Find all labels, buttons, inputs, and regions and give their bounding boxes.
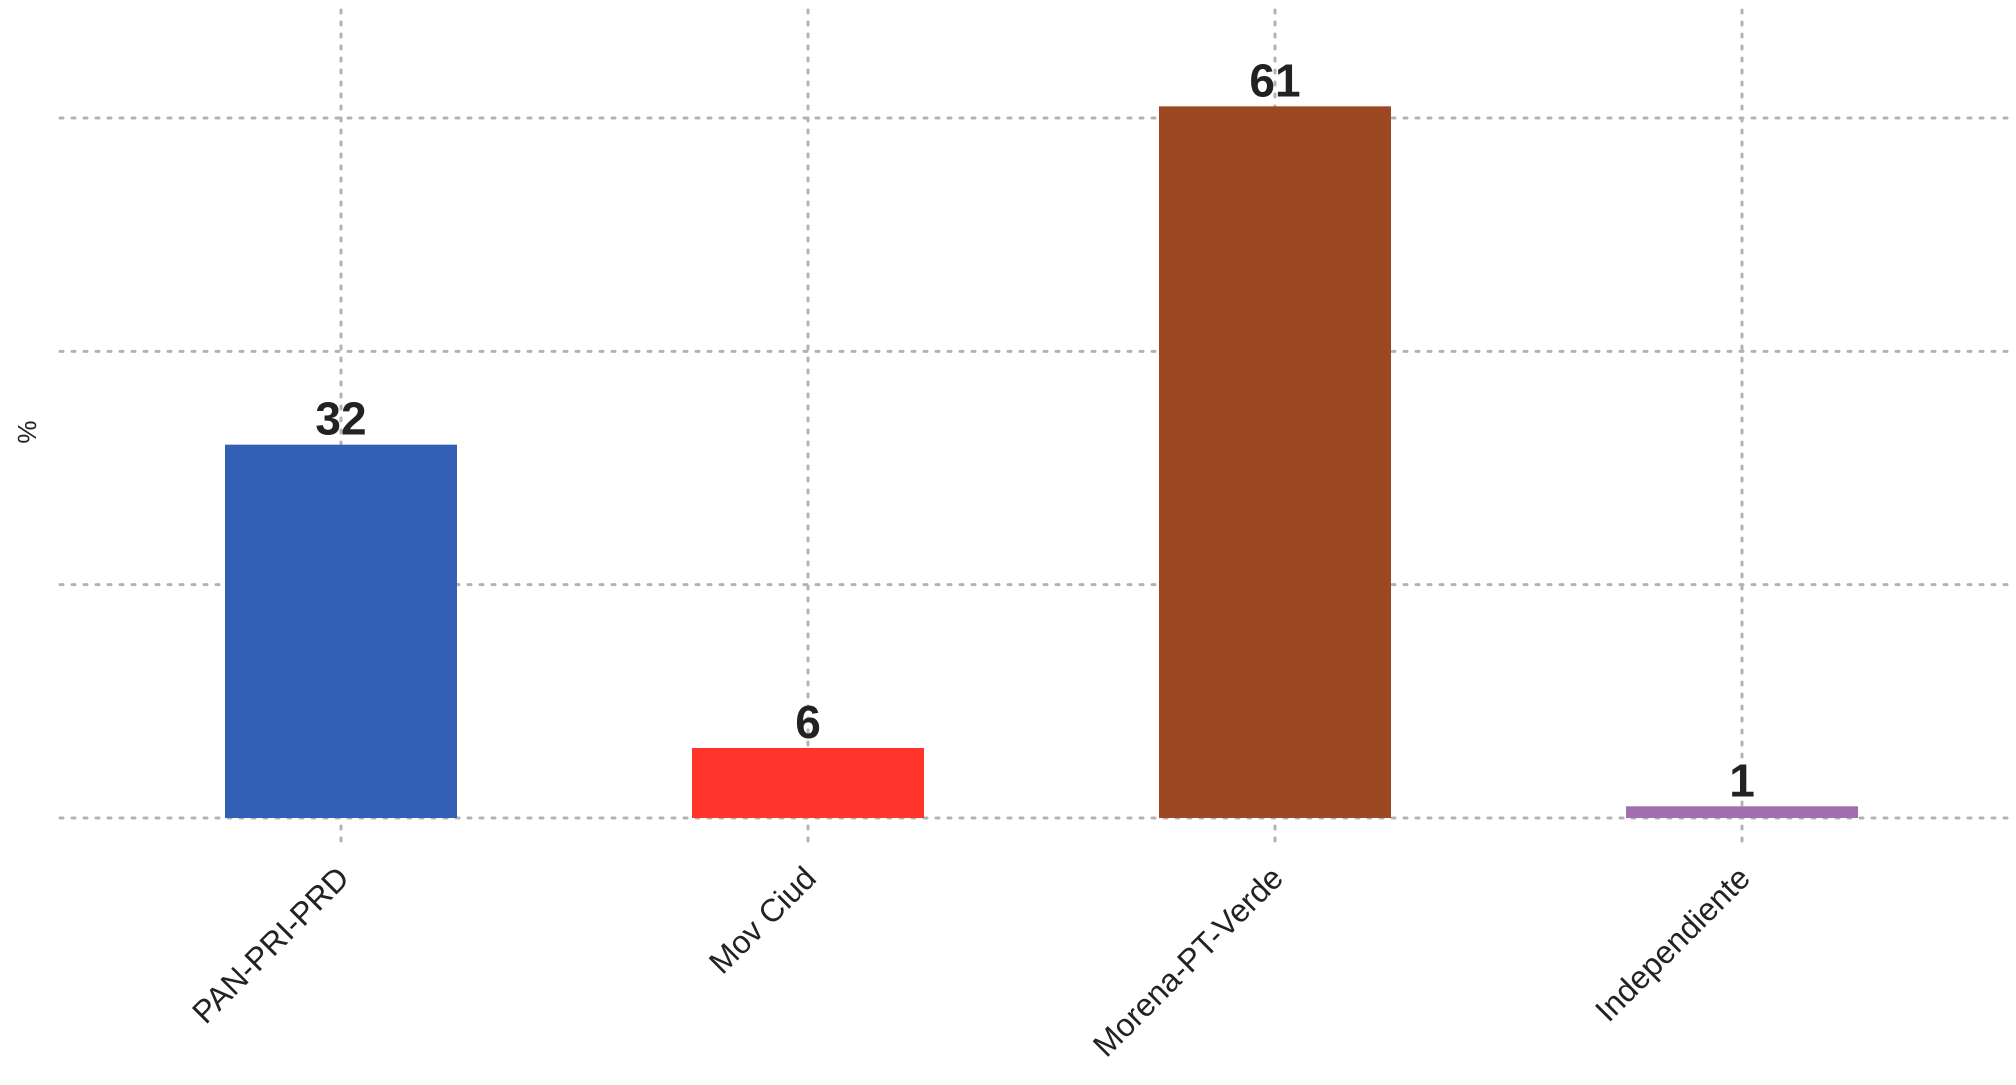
value-label-3: 1	[1729, 754, 1755, 806]
x-tick-label-1: Mov Ciud	[702, 859, 823, 980]
bars-group	[225, 106, 1858, 819]
x-tick-label-0: PAN-PRI-PRD	[185, 859, 356, 1030]
bar-independiente	[1626, 806, 1858, 818]
x-tick-labels-group: PAN-PRI-PRD Mov Ciud Morena-PT-Verde Indepe…	[185, 859, 1757, 1063]
y-axis-label: %	[12, 420, 42, 443]
x-tick-label-3: Independiente	[1588, 859, 1757, 1028]
value-label-0: 32	[315, 393, 366, 445]
x-tick-label-2: Morena-PT-Verde	[1086, 859, 1290, 1063]
vertical-gridlines	[339, 8, 1744, 852]
value-labels-group: 32 6 61 1	[315, 54, 1754, 806]
bar-morena-pt-verde	[1159, 106, 1391, 819]
bar-mov-ciud	[692, 748, 924, 818]
value-label-2: 61	[1249, 54, 1300, 106]
bar-pan-pri-prd	[225, 444, 457, 818]
value-label-1: 6	[795, 696, 821, 748]
